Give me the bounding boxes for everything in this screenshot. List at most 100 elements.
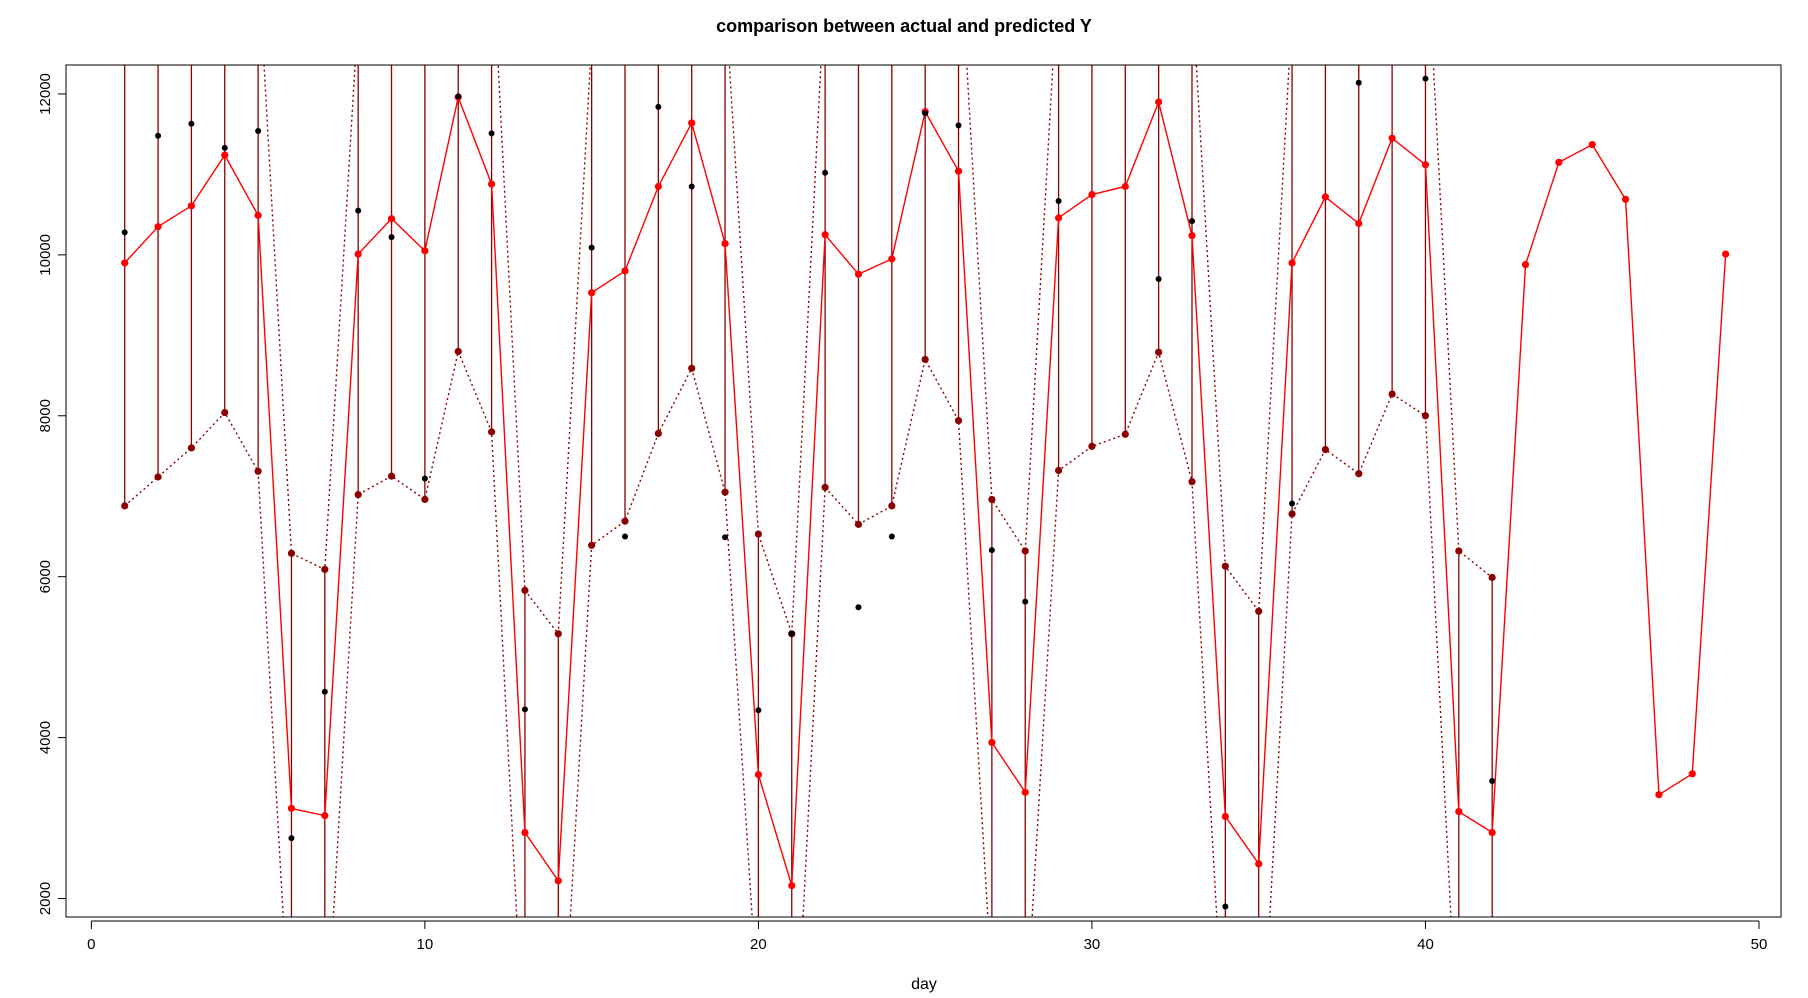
- series-point: [1289, 500, 1296, 507]
- series-point: [1155, 276, 1162, 283]
- plot-frame: [65, 64, 1782, 918]
- series-point: [722, 534, 729, 541]
- series-point: [421, 495, 429, 504]
- series-point: [1255, 607, 1263, 615]
- series-point: [1188, 478, 1196, 486]
- series-point: [1221, 562, 1229, 570]
- series-point: [121, 502, 129, 510]
- series-point: [1188, 231, 1196, 240]
- y-tick-label: 2000: [37, 882, 54, 915]
- series-point: [187, 444, 196, 452]
- x-tick-label: 30: [1084, 936, 1101, 953]
- series-point: [1021, 547, 1029, 555]
- series-point: [988, 982, 995, 989]
- series-point: [1021, 788, 1029, 796]
- y-tick-label: 8000: [37, 399, 54, 432]
- series-point: [1321, 193, 1330, 201]
- series-point: [654, 429, 662, 438]
- series-point: [888, 8, 895, 15]
- series-point: [388, 234, 395, 241]
- series-point: [788, 630, 795, 637]
- series-point: [1488, 573, 1496, 582]
- series-point: [521, 586, 529, 594]
- series-point: [321, 688, 328, 695]
- series-point: [1489, 778, 1496, 785]
- series-line: [263, 65, 1493, 636]
- x-tick-label: 0: [87, 936, 95, 953]
- series-point: [954, 167, 963, 175]
- series-point: [621, 533, 628, 540]
- series-point: [188, 120, 195, 127]
- series-point: [321, 565, 329, 574]
- series-point: [455, 93, 462, 100]
- series-point: [421, 0, 428, 6]
- series-point: [121, 16, 128, 23]
- series-line: [124, 349, 1452, 917]
- x-tick-label: 10: [417, 936, 434, 953]
- series-point: [1355, 470, 1363, 478]
- series-point: [621, 517, 629, 525]
- series-point: [688, 364, 696, 372]
- series-point: [854, 270, 863, 278]
- series-point: [1455, 808, 1463, 816]
- series-point: [288, 835, 295, 842]
- series-point: [254, 467, 262, 475]
- x-tick-label: 40: [1417, 936, 1434, 953]
- series-point: [821, 483, 829, 491]
- series-point: [988, 738, 996, 747]
- series-point: [755, 707, 762, 714]
- series-point: [488, 130, 495, 137]
- series-point: [688, 183, 695, 190]
- series-point: [1288, 510, 1296, 518]
- series-point: [1088, 442, 1096, 450]
- series-point: [988, 547, 995, 554]
- series-point: [554, 877, 562, 885]
- series-point: [1155, 98, 1163, 106]
- series-point: [454, 347, 462, 356]
- series-point: [1588, 141, 1596, 149]
- series-point: [588, 244, 595, 251]
- series-point: [1555, 158, 1563, 166]
- series-point: [1388, 134, 1396, 142]
- plot-area: [121, 0, 1730, 989]
- series-point: [954, 417, 963, 425]
- series-point: [788, 882, 796, 890]
- series-point: [1055, 197, 1062, 204]
- series-point: [321, 812, 329, 820]
- series-point: [187, 202, 196, 210]
- series-point: [1521, 260, 1530, 269]
- series-point: [1321, 445, 1330, 454]
- series-point: [588, 36, 595, 43]
- series-point: [154, 473, 162, 481]
- series-point: [1288, 259, 1296, 267]
- series-point: [588, 541, 596, 549]
- series-point: [521, 706, 528, 713]
- x-tick-label: 20: [750, 936, 767, 953]
- series-point: [621, 17, 628, 24]
- series-point: [1188, 218, 1195, 225]
- series-point: [1054, 214, 1063, 222]
- series-point: [888, 533, 895, 540]
- series-point: [1655, 791, 1663, 799]
- series-point: [1255, 860, 1263, 868]
- series-point: [355, 10, 362, 17]
- series-point: [521, 828, 529, 837]
- series-point: [287, 804, 296, 812]
- series-point: [221, 151, 229, 159]
- series-point: [655, 103, 662, 110]
- series-point: [1221, 812, 1229, 821]
- series-point: [1422, 75, 1429, 82]
- y-tick-label: 4000: [37, 721, 54, 754]
- series-point: [688, 119, 696, 127]
- series-point: [1022, 598, 1029, 605]
- series-point: [1688, 770, 1696, 778]
- series-point: [988, 495, 996, 504]
- series-point: [221, 144, 228, 151]
- series-point: [387, 215, 396, 223]
- series-point: [1722, 250, 1730, 258]
- series-point: [754, 770, 763, 779]
- series-point: [1155, 348, 1163, 356]
- y-tick-label: 12000: [37, 73, 54, 115]
- series-point: [855, 604, 862, 611]
